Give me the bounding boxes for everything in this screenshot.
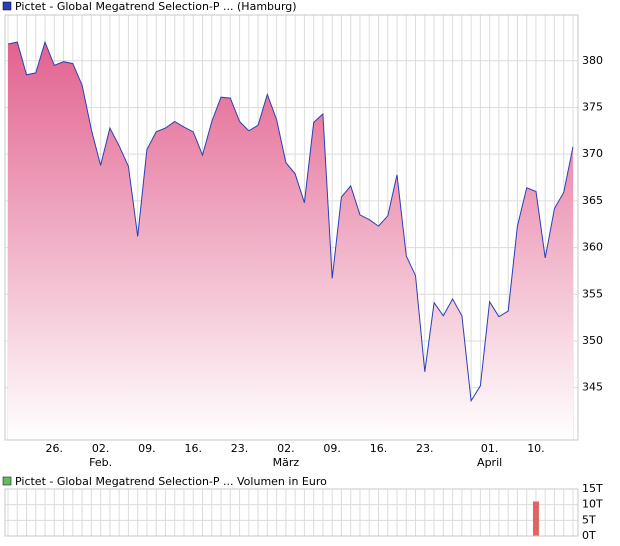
x-tick-label: 23. [416,442,434,455]
y-tick-label: 355 [582,287,603,300]
x-month-label: März [273,456,300,469]
x-tick-label: 16. [184,442,202,455]
y-tick-label: 360 [582,241,603,254]
x-tick-label: 09. [138,442,156,455]
x-tick-label: 02. [277,442,295,455]
x-month-label: Feb. [89,456,112,469]
y-tick-label: 0T [582,529,596,542]
y-tick-label: 5T [582,513,596,526]
x-tick-label: 10. [527,442,545,455]
y-tick-label: 350 [582,334,603,347]
y-tick-label: 365 [582,194,603,207]
x-tick-label: 16. [370,442,388,455]
y-tick-label: 370 [582,147,603,160]
x-tick-label: 02. [92,442,110,455]
legend-swatch [2,1,12,11]
x-tick-label: 01. [481,442,499,455]
y-tick-label: 380 [582,54,603,67]
plot-border [4,14,579,441]
legend-label: Pictet - Global Megatrend Selection-P ..… [15,0,297,13]
y-tick-label: 375 [582,100,603,113]
y-tick-label: 15T [582,482,603,495]
bar [532,501,539,536]
x-month-label: April [477,456,502,469]
legend-label: Pictet - Global Megatrend Selection-P ..… [15,475,327,488]
line [7,40,574,403]
legend-swatch [2,476,12,486]
y-tick-label: 10T [582,498,603,511]
plot-border [4,488,579,537]
area [8,42,573,440]
y-tick-label: 345 [582,381,603,394]
x-tick-label: 23. [231,442,249,455]
x-tick-label: 09. [323,442,341,455]
x-tick-label: 26. [46,442,64,455]
